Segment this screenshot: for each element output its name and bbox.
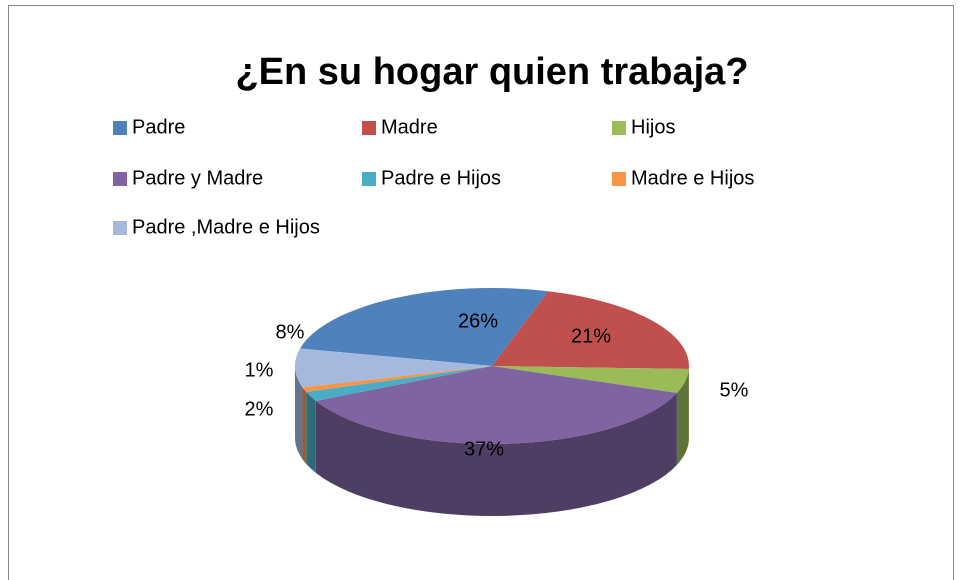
data-label: 2%	[245, 398, 274, 420]
pie-slice	[315, 366, 677, 444]
data-label: 37%	[464, 438, 504, 460]
legend-label: Madre e Hijos	[631, 167, 754, 189]
pie-slice	[294, 348, 492, 388]
data-label: 1%	[245, 359, 274, 381]
chart-title: ¿En su hogar quien trabaja?	[235, 51, 748, 93]
pie-side	[306, 391, 316, 473]
legend-swatch	[113, 121, 127, 135]
legend-swatch	[113, 172, 127, 186]
legend-label: Madre	[381, 116, 438, 138]
legend-label: Hijos	[631, 116, 675, 138]
legend-swatch	[612, 172, 626, 186]
data-label: 5%	[720, 379, 749, 401]
pie-side	[302, 387, 307, 464]
legend-swatch	[612, 121, 626, 135]
legend-swatch	[113, 221, 127, 235]
pie-slice	[306, 366, 492, 401]
legend-label: Padre y Madre	[132, 167, 263, 189]
pie-slice	[492, 366, 689, 393]
data-label: 21%	[571, 325, 611, 347]
pie-side	[315, 392, 677, 516]
data-label: 26%	[458, 310, 498, 332]
legend-swatch	[362, 172, 376, 186]
data-label: 8%	[276, 321, 305, 343]
legend-label: Padre	[132, 116, 185, 138]
legend-swatch	[362, 121, 376, 135]
pie-slice	[302, 366, 492, 392]
pie-slice	[492, 291, 689, 369]
pie-slice	[300, 288, 549, 366]
pie-side	[295, 366, 303, 460]
legend-label: Padre e Hijos	[381, 167, 501, 189]
pie-side	[676, 368, 689, 465]
legend-label: Padre ,Madre e Hijos	[132, 216, 320, 238]
